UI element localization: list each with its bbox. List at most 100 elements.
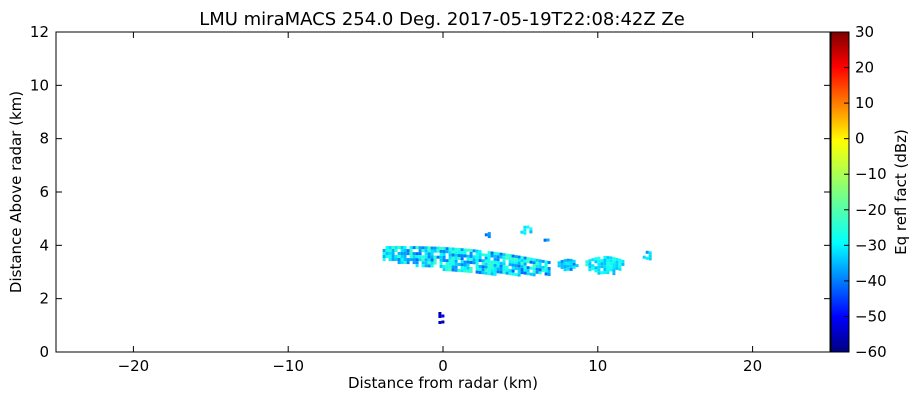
echo-cell [481,259,485,263]
echo-cell [418,246,422,250]
echo-region [438,312,445,324]
echo-cell [469,261,473,264]
echo-cell [475,255,479,259]
echo-cell [430,246,434,250]
echo-cell [560,263,564,266]
echo-cell [508,254,512,258]
echo-cell [400,261,404,264]
echo-cell [409,246,413,250]
echo-cell [575,264,579,268]
y-axis-title: Distance Above radar (km) [7,91,25,293]
echo-cell [520,256,524,260]
echo-cell [538,271,542,275]
echo-cell [487,260,491,264]
echo-cell [648,257,652,261]
echo-cell [597,265,601,269]
echo-cell [523,259,527,263]
echo-cell [547,267,551,270]
echo-cell [385,246,389,249]
echo-cell [606,268,610,272]
echo-cell [424,249,428,253]
echo-cell [424,252,428,256]
echo-cell [591,264,595,268]
echo-cell [496,258,500,262]
echo-cell [430,264,434,268]
echo-cell [588,265,592,269]
y-tick-label: 8 [39,130,49,148]
echo-cell [424,246,428,250]
echo-cell [400,246,404,249]
echo-cell [505,271,509,275]
echo-cell [397,261,401,264]
echo-cell [612,266,616,270]
echo-cell [454,253,458,257]
echo-cell [487,251,491,255]
echo-cell [451,250,455,254]
echo-cell [469,255,473,258]
echo-cell [484,262,488,266]
echo-cell [496,255,500,259]
echo-cell [481,253,485,257]
echo-region [520,225,533,235]
echo-cell [427,255,431,259]
echo-cell [421,264,425,268]
echo-cell [451,265,455,269]
echo-cell [430,252,434,256]
echo-cell [487,257,491,261]
echo-cell [451,247,455,251]
echo-cell [505,253,509,257]
echo-cell [463,263,467,267]
echo-cell [448,265,452,269]
echo-cell [499,267,503,271]
echo-cell [606,262,610,266]
echo-cell [430,249,434,253]
echo-cell [618,267,622,271]
echo-cell [403,261,407,264]
colorbar-tick-label: −40 [855,272,887,290]
echo-cell [484,259,488,263]
echo-cell [523,265,527,269]
echo-cell [439,261,443,265]
echo-cell [457,257,461,260]
echo-cell [603,256,607,259]
echo-cell [445,262,449,266]
echo-cell [448,259,452,263]
echo-cell [448,262,452,266]
echo-cell [544,269,548,273]
echo-cell [600,265,604,269]
echo-cell [481,265,485,269]
echo-cell [448,256,452,260]
echo-cell [445,268,449,272]
echo-cell [427,252,431,256]
echo-cell [535,264,539,268]
echo-cell [523,231,527,235]
echo-layer [382,225,652,324]
echo-cell [478,271,482,274]
echo-cell [463,266,467,270]
echo-cell [391,246,395,249]
echo-cell [403,252,407,255]
echo-cell [406,258,410,262]
echo-cell [585,263,589,267]
echo-cell [409,252,413,256]
echo-cell [532,270,536,274]
echo-cell [469,258,473,261]
echo-cell [557,264,561,268]
colorbar [830,31,850,353]
echo-cell [606,256,610,260]
y-tick-label: 10 [30,76,49,94]
echo-cell [388,246,392,249]
x-tick-label: 0 [438,357,448,375]
echo-cell [457,263,461,266]
echo-cell [544,260,548,264]
echo-region [543,238,550,242]
echo-cell [403,246,407,249]
echo-cell [547,261,551,264]
echo-cell [511,254,515,258]
echo-cell [526,272,530,276]
echo-cell [412,258,416,262]
echo-cell [424,261,428,265]
echo-cell [415,264,419,268]
echo-cell [391,258,395,261]
echo-cell [560,260,564,263]
